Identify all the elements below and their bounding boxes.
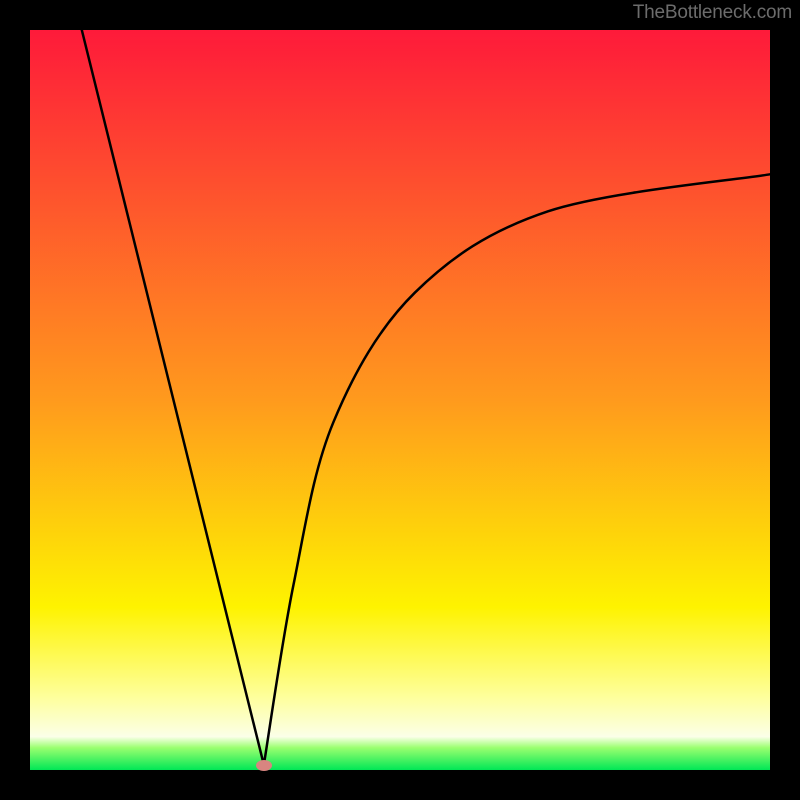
- curve-path: [82, 30, 770, 765]
- optimum-marker: [256, 760, 272, 771]
- bottleneck-curve: [0, 0, 800, 800]
- watermark: TheBottleneck.com: [633, 2, 792, 24]
- chart-container: TheBottleneck.com: [0, 0, 800, 800]
